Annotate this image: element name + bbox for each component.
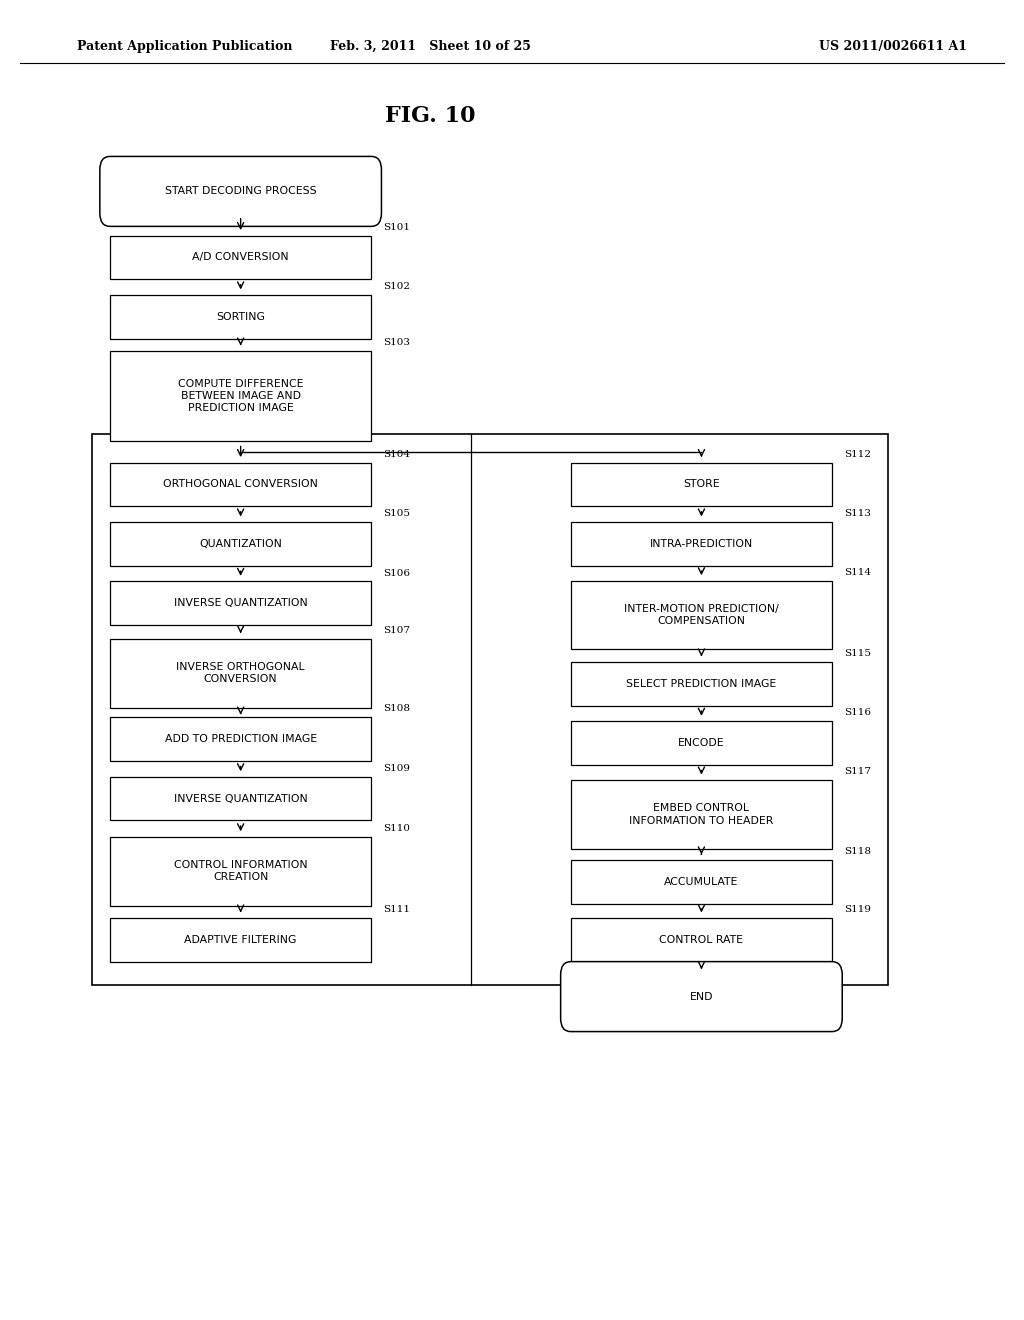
FancyBboxPatch shape [99, 156, 381, 226]
FancyBboxPatch shape [110, 296, 371, 338]
Text: A/D CONVERSION: A/D CONVERSION [193, 252, 289, 263]
FancyBboxPatch shape [110, 521, 371, 565]
Text: S101: S101 [383, 223, 411, 232]
FancyBboxPatch shape [571, 462, 833, 506]
Text: S118: S118 [844, 847, 871, 855]
FancyBboxPatch shape [571, 663, 833, 706]
Text: Feb. 3, 2011   Sheet 10 of 25: Feb. 3, 2011 Sheet 10 of 25 [330, 40, 530, 53]
Text: S106: S106 [383, 569, 411, 578]
FancyBboxPatch shape [110, 919, 371, 961]
Text: S105: S105 [383, 510, 411, 519]
Text: S104: S104 [383, 450, 411, 459]
FancyBboxPatch shape [571, 780, 833, 849]
Text: CONTROL INFORMATION
CREATION: CONTROL INFORMATION CREATION [174, 861, 307, 882]
Text: ADD TO PREDICTION IMAGE: ADD TO PREDICTION IMAGE [165, 734, 316, 744]
Text: ACCUMULATE: ACCUMULATE [665, 876, 738, 887]
Text: S108: S108 [383, 705, 411, 713]
Text: SORTING: SORTING [216, 312, 265, 322]
FancyBboxPatch shape [110, 581, 371, 624]
Text: S117: S117 [844, 767, 871, 776]
Text: S111: S111 [383, 906, 411, 913]
FancyBboxPatch shape [110, 718, 371, 760]
FancyBboxPatch shape [110, 462, 371, 506]
Text: SELECT PREDICTION IMAGE: SELECT PREDICTION IMAGE [627, 678, 776, 689]
FancyBboxPatch shape [110, 235, 371, 279]
Text: INVERSE ORTHOGONAL
CONVERSION: INVERSE ORTHOGONAL CONVERSION [176, 663, 305, 684]
Text: INTER-MOTION PREDICTION/
COMPENSATION: INTER-MOTION PREDICTION/ COMPENSATION [624, 605, 779, 626]
FancyBboxPatch shape [110, 776, 371, 820]
FancyBboxPatch shape [571, 721, 833, 766]
Text: ADAPTIVE FILTERING: ADAPTIVE FILTERING [184, 935, 297, 945]
FancyBboxPatch shape [571, 919, 833, 961]
Text: S103: S103 [383, 338, 411, 347]
Text: S119: S119 [844, 906, 871, 913]
Text: ORTHOGONAL CONVERSION: ORTHOGONAL CONVERSION [163, 479, 318, 490]
FancyBboxPatch shape [571, 861, 833, 903]
Text: S113: S113 [844, 510, 871, 519]
Text: S114: S114 [844, 568, 871, 577]
Text: Patent Application Publication: Patent Application Publication [77, 40, 292, 53]
Text: COMPUTE DIFFERENCE
BETWEEN IMAGE AND
PREDICTION IMAGE: COMPUTE DIFFERENCE BETWEEN IMAGE AND PRE… [178, 379, 303, 413]
Text: S115: S115 [844, 649, 871, 659]
FancyBboxPatch shape [110, 639, 371, 708]
Text: INVERSE QUANTIZATION: INVERSE QUANTIZATION [174, 793, 307, 804]
Text: INVERSE QUANTIZATION: INVERSE QUANTIZATION [174, 598, 307, 609]
Text: EMBED CONTROL
INFORMATION TO HEADER: EMBED CONTROL INFORMATION TO HEADER [630, 804, 773, 825]
Text: INTRA-PREDICTION: INTRA-PREDICTION [650, 539, 753, 549]
FancyBboxPatch shape [110, 351, 371, 441]
Text: QUANTIZATION: QUANTIZATION [200, 539, 282, 549]
Text: S116: S116 [844, 709, 871, 718]
Text: FIG. 10: FIG. 10 [385, 106, 475, 127]
Text: START DECODING PROCESS: START DECODING PROCESS [165, 186, 316, 197]
FancyBboxPatch shape [561, 961, 843, 1032]
Text: CONTROL RATE: CONTROL RATE [659, 935, 743, 945]
Text: US 2011/0026611 A1: US 2011/0026611 A1 [819, 40, 968, 53]
Text: S102: S102 [383, 282, 411, 290]
FancyBboxPatch shape [571, 521, 833, 565]
Text: STORE: STORE [683, 479, 720, 490]
Text: S107: S107 [383, 626, 411, 635]
Text: S112: S112 [844, 450, 871, 459]
Text: END: END [690, 991, 713, 1002]
Text: S109: S109 [383, 764, 411, 772]
Text: S110: S110 [383, 824, 411, 833]
FancyBboxPatch shape [110, 837, 371, 906]
Text: ENCODE: ENCODE [678, 738, 725, 748]
FancyBboxPatch shape [571, 581, 833, 649]
